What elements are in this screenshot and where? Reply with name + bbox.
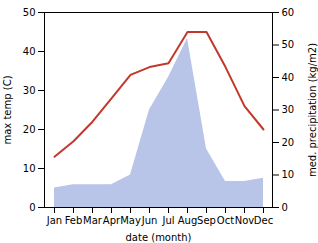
svg-text:20: 20: [282, 137, 295, 148]
svg-text:10: 10: [282, 169, 295, 180]
svg-text:date (month): date (month): [126, 232, 192, 243]
svg-text:Apr: Apr: [103, 215, 121, 226]
svg-text:50: 50: [23, 7, 36, 18]
svg-text:Dec: Dec: [254, 215, 273, 226]
svg-text:Nov: Nov: [235, 215, 255, 226]
svg-text:20: 20: [23, 124, 36, 135]
svg-text:0: 0: [29, 202, 35, 213]
svg-text:Jan: Jan: [46, 215, 62, 226]
svg-text:40: 40: [23, 46, 36, 57]
svg-text:0: 0: [282, 202, 288, 213]
svg-text:60: 60: [282, 7, 295, 18]
svg-text:10: 10: [23, 163, 36, 174]
svg-text:May: May: [120, 215, 141, 226]
svg-text:Aug: Aug: [178, 215, 198, 226]
svg-text:Jul: Jul: [161, 215, 174, 226]
svg-text:30: 30: [23, 85, 36, 96]
svg-text:Oct: Oct: [217, 215, 234, 226]
svg-text:Mar: Mar: [83, 215, 103, 226]
svg-text:30: 30: [282, 104, 295, 115]
svg-text:40: 40: [282, 72, 295, 83]
svg-text:med. precipitation (kg/m2): med. precipitation (kg/m2): [307, 43, 318, 177]
svg-text:Feb: Feb: [65, 215, 83, 226]
svg-text:50: 50: [282, 39, 295, 50]
svg-text:Jun: Jun: [141, 215, 158, 226]
svg-text:Sep: Sep: [197, 215, 216, 226]
svg-text:max temp (C): max temp (C): [2, 75, 13, 144]
